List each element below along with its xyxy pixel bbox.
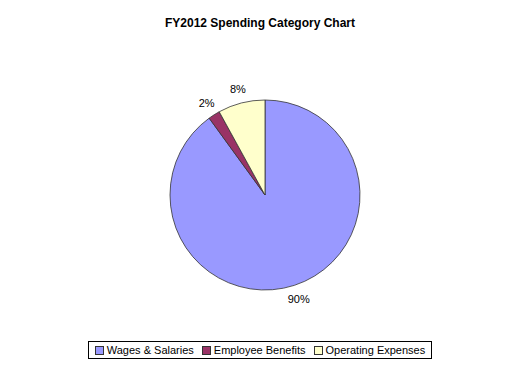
svg-text:2%: 2% xyxy=(199,97,215,109)
html-text:Wages & Salaries: Wages & Salaries xyxy=(106,344,194,356)
svg-text:8%: 8% xyxy=(230,83,246,95)
html-text:Employee Benefits: Employee Benefits xyxy=(213,344,306,356)
svg-text:90%: 90% xyxy=(288,293,310,305)
html-text:Operating Expenses: Operating Expenses xyxy=(325,344,426,356)
html-text:FY2012 Spending Category Chart: FY2012 Spending Category Chart xyxy=(165,16,355,30)
